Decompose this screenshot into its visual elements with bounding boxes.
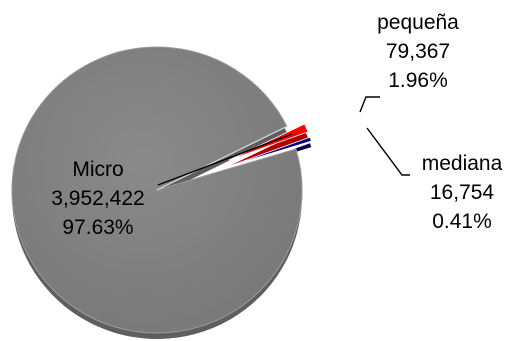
label-micro-percent: 97.63% [62,216,133,239]
label-mediana-value: 16,754 [430,181,495,204]
pie-slices [11,46,312,334]
label-mediana-percent: 0.41% [432,210,492,233]
label-pequena-name: pequeña [377,11,459,34]
leader-line-mediana [366,127,410,176]
slice-mediana [230,136,312,167]
label-micro-value: 3,952,422 [51,187,144,210]
label-mediana-name: mediana [422,152,503,175]
slice-seam-highlight [156,125,288,191]
leader-line-pequena [359,96,380,113]
label-pequena-percent: 1.96% [388,69,448,92]
label-pequena-value: 79,367 [386,40,450,63]
leader-line-micro [157,133,293,186]
label-micro-name: Micro [72,158,123,181]
slice-micro [11,46,303,334]
